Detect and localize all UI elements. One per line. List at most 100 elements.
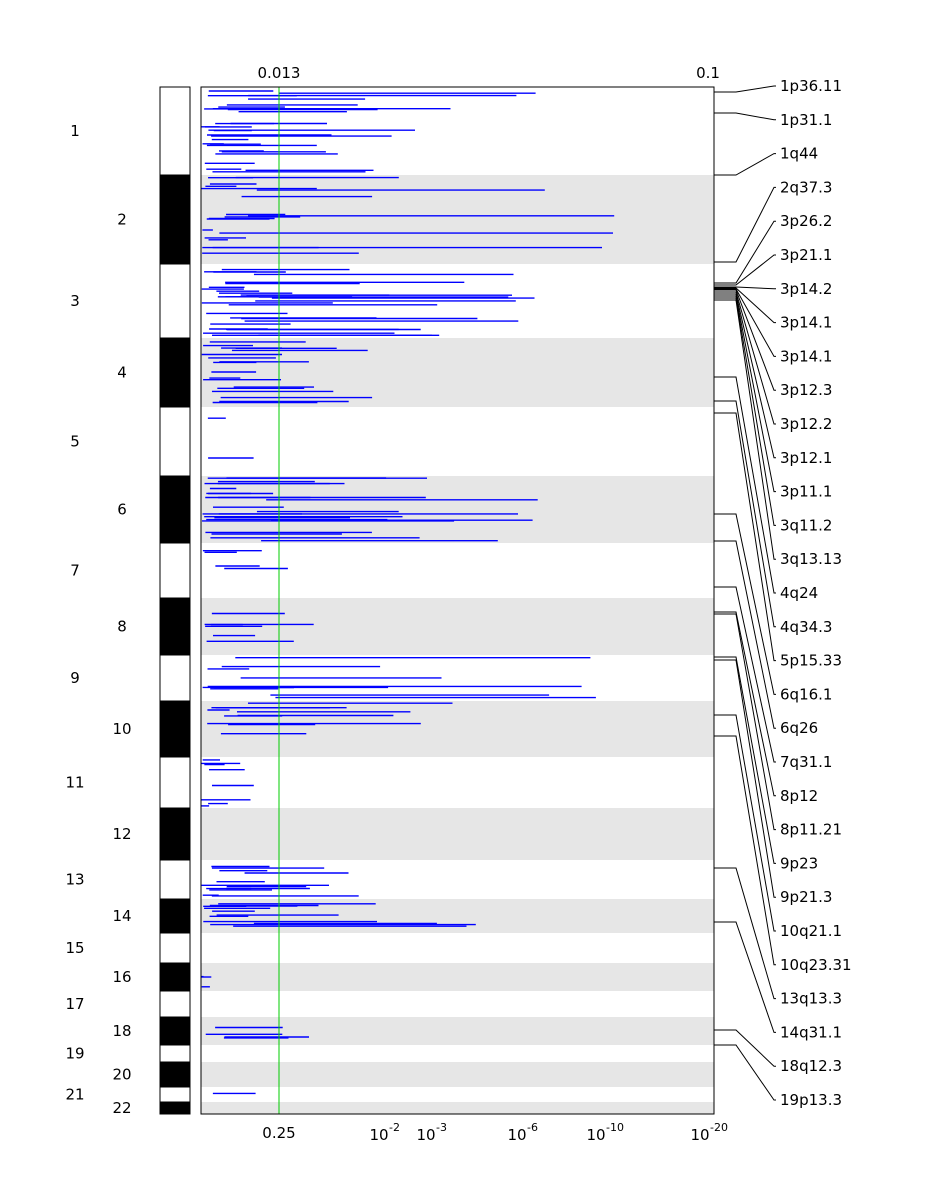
region-label: 6q16.1 bbox=[780, 685, 832, 703]
region-label: 4q24 bbox=[780, 584, 818, 602]
region-leader-line bbox=[714, 299, 776, 560]
region-label: 3p12.2 bbox=[780, 415, 832, 433]
chromosome-band bbox=[159, 263, 191, 339]
region-label: 19p13.3 bbox=[780, 1091, 842, 1109]
region-leader-line bbox=[714, 288, 776, 357]
region-label: 10q23.31 bbox=[780, 956, 852, 974]
region-leader-line bbox=[714, 85, 776, 93]
chromosome-label: 6 bbox=[117, 501, 127, 519]
chromosome-label: 7 bbox=[70, 562, 80, 580]
region-leader-line bbox=[714, 714, 776, 932]
chromosome-label: 12 bbox=[112, 825, 131, 843]
chromosome-band bbox=[159, 542, 191, 599]
chromosome-label: 9 bbox=[70, 669, 80, 687]
chromosome-band bbox=[159, 337, 191, 408]
region-leader-line bbox=[714, 295, 776, 493]
region-label: 2q37.3 bbox=[780, 178, 832, 196]
region-label: 6q26 bbox=[780, 719, 818, 737]
region-leader-line bbox=[714, 376, 776, 594]
region-leader-line bbox=[714, 867, 776, 1000]
chromosome-band bbox=[159, 932, 191, 964]
region-label: 3q11.2 bbox=[780, 516, 832, 534]
chromosome-band bbox=[159, 898, 191, 934]
region-leader-line bbox=[714, 656, 776, 864]
chromosome-row-shade bbox=[201, 1062, 714, 1087]
chromosome-row-shade bbox=[201, 598, 714, 655]
region-leader-line bbox=[714, 291, 776, 425]
chromosome-row-shade bbox=[201, 338, 714, 407]
region-leader-line bbox=[714, 513, 776, 695]
top-axis-label: 0.013 bbox=[258, 64, 301, 82]
bottom-axis-exponent: -10 bbox=[606, 1121, 624, 1134]
region-label: 10q21.1 bbox=[780, 922, 842, 940]
region-leader-line bbox=[714, 921, 776, 1033]
region-label: 13q13.3 bbox=[780, 990, 842, 1008]
plot-frame bbox=[200, 86, 715, 1115]
region-label: 1p36.11 bbox=[780, 77, 842, 95]
region-leader-line bbox=[714, 286, 776, 290]
chromosome-row-shade bbox=[201, 899, 714, 933]
bottom-axis-exponent: -3 bbox=[436, 1121, 447, 1134]
region-leader-line bbox=[714, 400, 776, 628]
chromosome-label: 13 bbox=[65, 871, 84, 889]
chromosome-band bbox=[159, 86, 191, 176]
chromosome-label: 5 bbox=[70, 433, 80, 451]
region-leader-line bbox=[714, 297, 776, 526]
region-leader-line bbox=[714, 540, 776, 729]
chromosome-label: 3 bbox=[70, 292, 80, 310]
region-label: 3p12.3 bbox=[780, 381, 832, 399]
region-leader-line bbox=[714, 220, 776, 284]
region-label: 8p12 bbox=[780, 787, 818, 805]
chromosome-label: 18 bbox=[112, 1022, 131, 1040]
chromosome-label: 19 bbox=[65, 1045, 84, 1063]
chromosome-row-shade bbox=[201, 1017, 714, 1045]
region-leader-line bbox=[714, 254, 776, 286]
region-label: 1q44 bbox=[780, 145, 818, 163]
region-leader-line bbox=[714, 1029, 776, 1067]
region-label: 1p31.1 bbox=[780, 111, 832, 129]
region-leader-line bbox=[714, 186, 776, 263]
region-label: 9p21.3 bbox=[780, 888, 832, 906]
chromosome-label: 14 bbox=[112, 907, 131, 925]
region-leader-line bbox=[714, 735, 776, 966]
chromosome-label: 4 bbox=[117, 364, 127, 382]
region-label: 3p26.2 bbox=[780, 212, 832, 230]
region-leader-line bbox=[714, 287, 776, 324]
chromosome-band bbox=[159, 1061, 191, 1088]
chromosome-band bbox=[159, 597, 191, 656]
region-label: 3p14.1 bbox=[780, 314, 832, 332]
bottom-axis-label: 10 bbox=[507, 1126, 526, 1144]
region-label: 3q13.13 bbox=[780, 550, 842, 568]
bottom-axis-label: 10 bbox=[369, 1126, 388, 1144]
bottom-axis-exponent: -6 bbox=[527, 1121, 538, 1134]
region-leader-line bbox=[714, 659, 776, 898]
bottom-axis-label: 10 bbox=[690, 1126, 709, 1144]
region-label: 3p14.1 bbox=[780, 347, 832, 365]
chromosome-label: 15 bbox=[65, 939, 84, 957]
region-label: 8p11.21 bbox=[780, 821, 842, 839]
chromosome-label: 2 bbox=[117, 211, 127, 229]
chromosome-label: 16 bbox=[112, 968, 131, 986]
chromosome-band bbox=[159, 1101, 191, 1115]
chromosome-band bbox=[159, 1086, 191, 1103]
chromosome-label: 10 bbox=[112, 720, 131, 738]
region-label: 3p14.2 bbox=[780, 280, 832, 298]
top-axis-label: 0.1 bbox=[696, 64, 720, 82]
chromosome-band bbox=[159, 700, 191, 758]
chromosome-band bbox=[159, 1044, 191, 1063]
region-label: 7q31.1 bbox=[780, 753, 832, 771]
region-label: 18q12.3 bbox=[780, 1057, 842, 1075]
bottom-axis-label: 10 bbox=[586, 1126, 605, 1144]
bottom-axis-label: 0.25 bbox=[262, 1124, 295, 1142]
region-label: 3p12.1 bbox=[780, 449, 832, 467]
region-label: 3p11.1 bbox=[780, 483, 832, 501]
bottom-axis-exponent: -2 bbox=[389, 1121, 400, 1134]
bottom-axis-exponent: -20 bbox=[710, 1121, 728, 1134]
chromosome-row-shade bbox=[201, 1102, 714, 1114]
chromosome-label: 21 bbox=[65, 1086, 84, 1104]
chromosome-label: 17 bbox=[65, 995, 84, 1013]
chromosome-band bbox=[159, 654, 191, 702]
chromosome-band bbox=[159, 807, 191, 861]
region-label: 4q34.3 bbox=[780, 618, 832, 636]
